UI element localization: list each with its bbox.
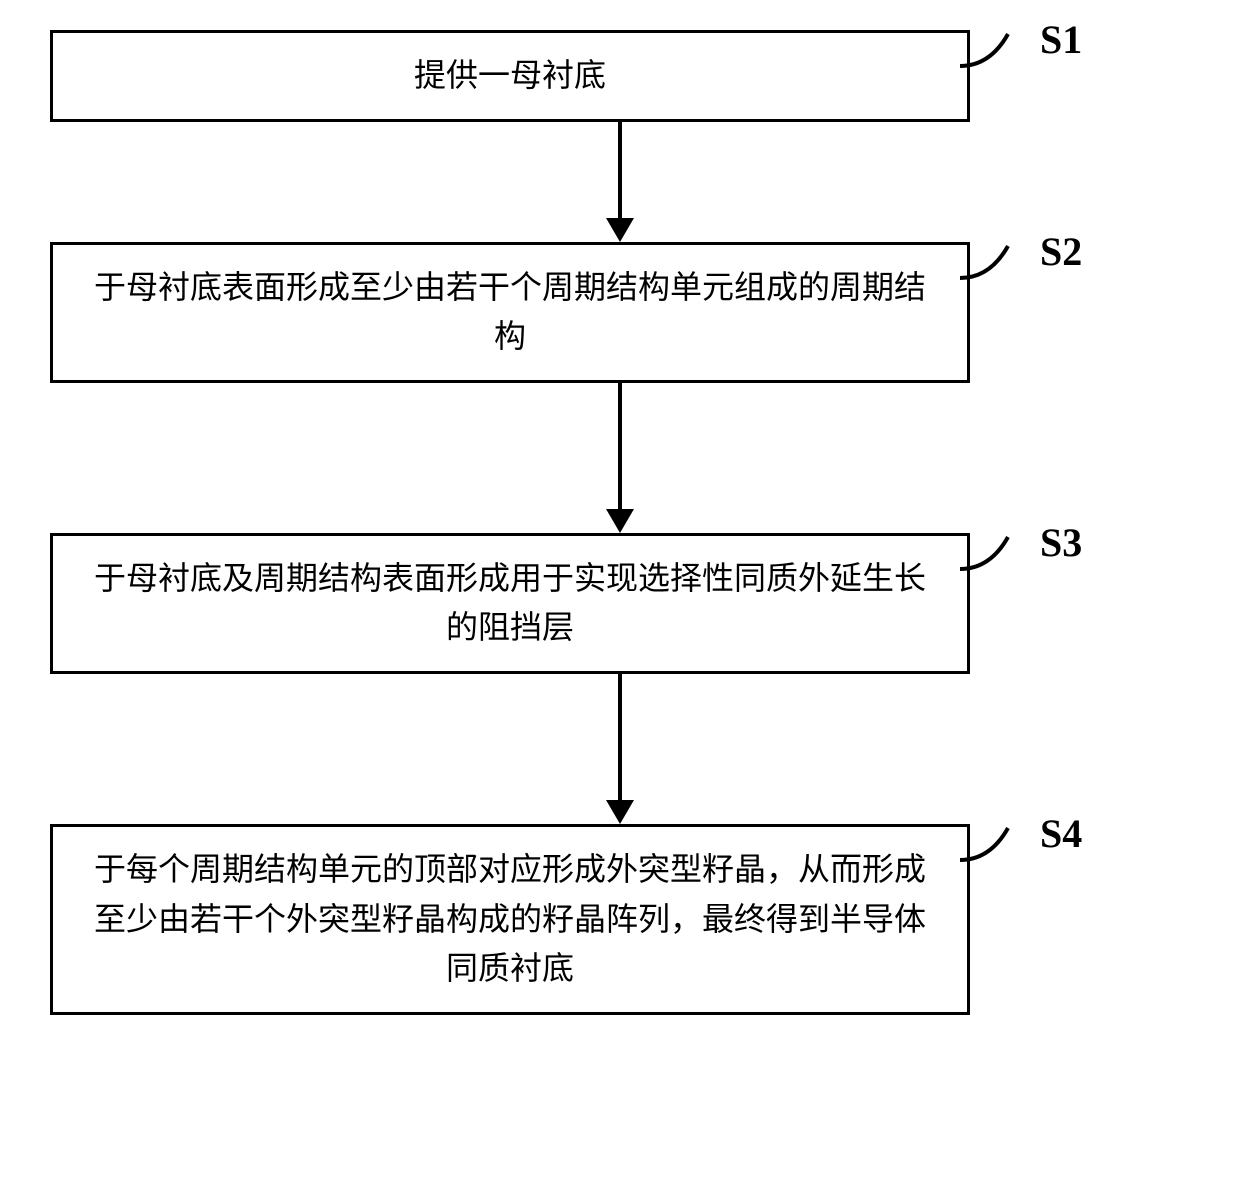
- step-row-4: 于每个周期结构单元的顶部对应形成外突型籽晶，从而形成至少由若干个外突型籽晶构成的…: [50, 824, 1190, 1015]
- connector-s3: [960, 529, 1030, 584]
- step-row-3: 于母衬底及周期结构表面形成用于实现选择性同质外延生长的阻挡层 S3: [50, 533, 1190, 674]
- arrow-line-1: [618, 122, 622, 218]
- arrow-line-2: [618, 383, 622, 509]
- step-text-s2: 于母衬底表面形成至少由若干个周期结构单元组成的周期结构: [83, 263, 937, 362]
- connector-s1: [960, 26, 1030, 81]
- step-box-s1: 提供一母衬底: [50, 30, 970, 122]
- step-text-s3: 于母衬底及周期结构表面形成用于实现选择性同质外延生长的阻挡层: [83, 554, 937, 653]
- step-label-s1: S1: [1040, 16, 1082, 63]
- flowchart-container: 提供一母衬底 S1 于母衬底表面形成至少由若干个周期结构单元组成的周期结构 S2: [50, 30, 1190, 1015]
- arrow-head-3: [606, 800, 634, 824]
- arrow-2: [160, 383, 1080, 533]
- step-label-s4: S4: [1040, 810, 1082, 857]
- arrow-3: [160, 674, 1080, 824]
- step-row-1: 提供一母衬底 S1: [50, 30, 1190, 122]
- arrow-head-1: [606, 218, 634, 242]
- step-row-2: 于母衬底表面形成至少由若干个周期结构单元组成的周期结构 S2: [50, 242, 1190, 383]
- step-text-s1: 提供一母衬底: [414, 51, 606, 101]
- connector-s4: [960, 820, 1030, 875]
- arrow-head-2: [606, 509, 634, 533]
- step-label-s3: S3: [1040, 519, 1082, 566]
- step-box-s3: 于母衬底及周期结构表面形成用于实现选择性同质外延生长的阻挡层: [50, 533, 970, 674]
- step-text-s4: 于每个周期结构单元的顶部对应形成外突型籽晶，从而形成至少由若干个外突型籽晶构成的…: [83, 845, 937, 994]
- connector-s2: [960, 238, 1030, 293]
- step-label-s2: S2: [1040, 228, 1082, 275]
- step-box-s2: 于母衬底表面形成至少由若干个周期结构单元组成的周期结构: [50, 242, 970, 383]
- step-box-s4: 于每个周期结构单元的顶部对应形成外突型籽晶，从而形成至少由若干个外突型籽晶构成的…: [50, 824, 970, 1015]
- arrow-1: [160, 122, 1080, 242]
- arrow-line-3: [618, 674, 622, 800]
